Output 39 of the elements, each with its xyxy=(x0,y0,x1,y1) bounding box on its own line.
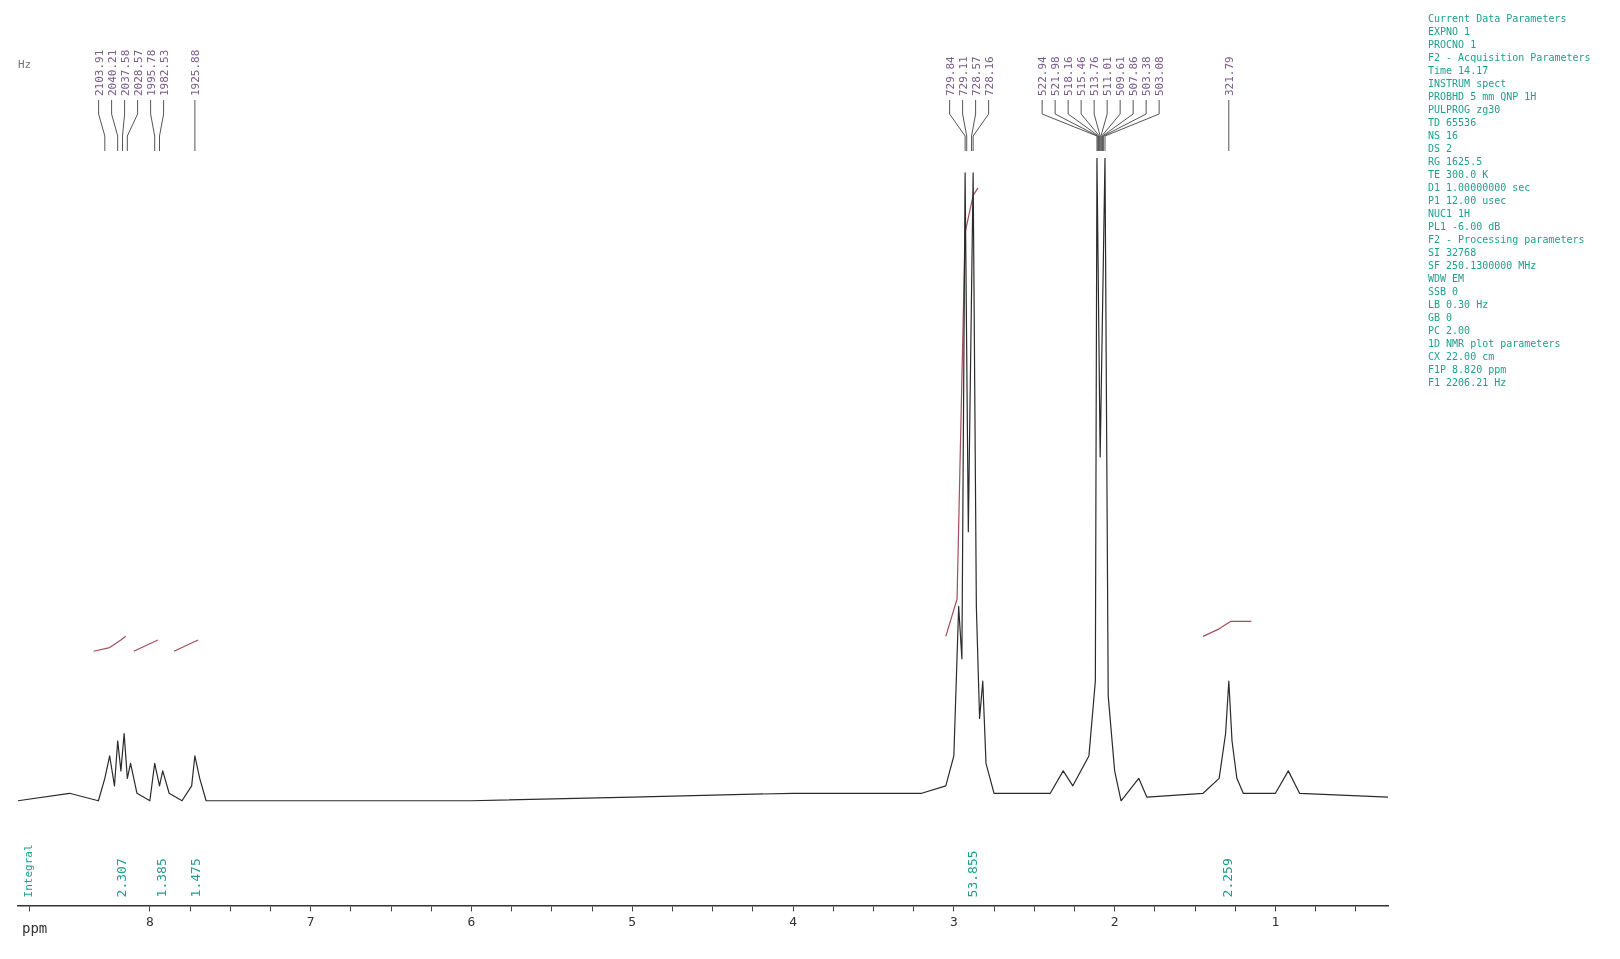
text: 518.16 xyxy=(1062,56,1076,96)
text: 513.76 xyxy=(1088,56,1102,96)
text: 509.61 xyxy=(1114,56,1128,96)
annotation: 1.475 xyxy=(187,858,203,898)
annotation: 2.259 xyxy=(1220,858,1236,898)
parameter-table: Current Data Parameters EXPNO 1 PROCNO 1 F2 - Acquisition Parameters Time 14.17 INSTRUM spect PROBHD 5 mm QNP 1H PULPROG zg30 TD 65536 NS 16 DS 2 RG 1625.5 TE 300.0 K D1 1.00000000 sec P1 12.00 usec NUC1 1H PL1 -6.00 dB F2 - Processing parameters SI 32768 SF 250.1300000 MHz WDW EM SSB 0 LB 0.30 Hz GB 0 PC 2.00 1D NMR plot parameters CX 22.00 cm F1P 8.820 ppm F1 2206.21 Hz xyxy=(1428,12,1608,389)
text: 2028.57 xyxy=(131,49,145,96)
x-tick-label: 3 xyxy=(949,913,958,929)
x-tick-label: 6 xyxy=(467,913,476,929)
text: 2037.58 xyxy=(118,49,132,96)
text: 728.57 xyxy=(969,56,983,96)
text: 728.16 xyxy=(982,56,996,96)
annotation: 53.855 xyxy=(964,850,980,898)
text: 503.38 xyxy=(1140,56,1154,96)
x-tick-label: 8 xyxy=(145,913,154,929)
text: 321.79 xyxy=(1222,56,1236,96)
annotation: 2.307 xyxy=(113,858,129,898)
x-tick-label: 7 xyxy=(306,913,315,929)
text: 503.08 xyxy=(1153,56,1167,96)
text: 1995.78 xyxy=(144,49,158,96)
annotation: Integral xyxy=(22,844,35,898)
x-tick-label: 1 xyxy=(1271,913,1280,929)
x-tick-label: 4 xyxy=(789,913,798,929)
text: 729.11 xyxy=(956,56,970,96)
text: 507.86 xyxy=(1127,56,1141,96)
text: 515.46 xyxy=(1075,56,1089,96)
text: 521.98 xyxy=(1049,56,1063,96)
x-axis-title: ppm xyxy=(22,920,48,937)
text: 522.94 xyxy=(1036,55,1050,96)
annotation: 1.385 xyxy=(154,858,170,898)
text: 729.84 xyxy=(943,55,957,96)
text: 2103.91 xyxy=(92,49,106,96)
text: 1982.53 xyxy=(157,49,171,96)
text: 1925.88 xyxy=(188,49,202,96)
text: 511.01 xyxy=(1101,56,1115,96)
text: Hz xyxy=(18,58,32,71)
x-tick-label: 2 xyxy=(1110,913,1119,929)
x-tick-label: 5 xyxy=(628,913,637,929)
text: 2040.21 xyxy=(105,49,119,96)
